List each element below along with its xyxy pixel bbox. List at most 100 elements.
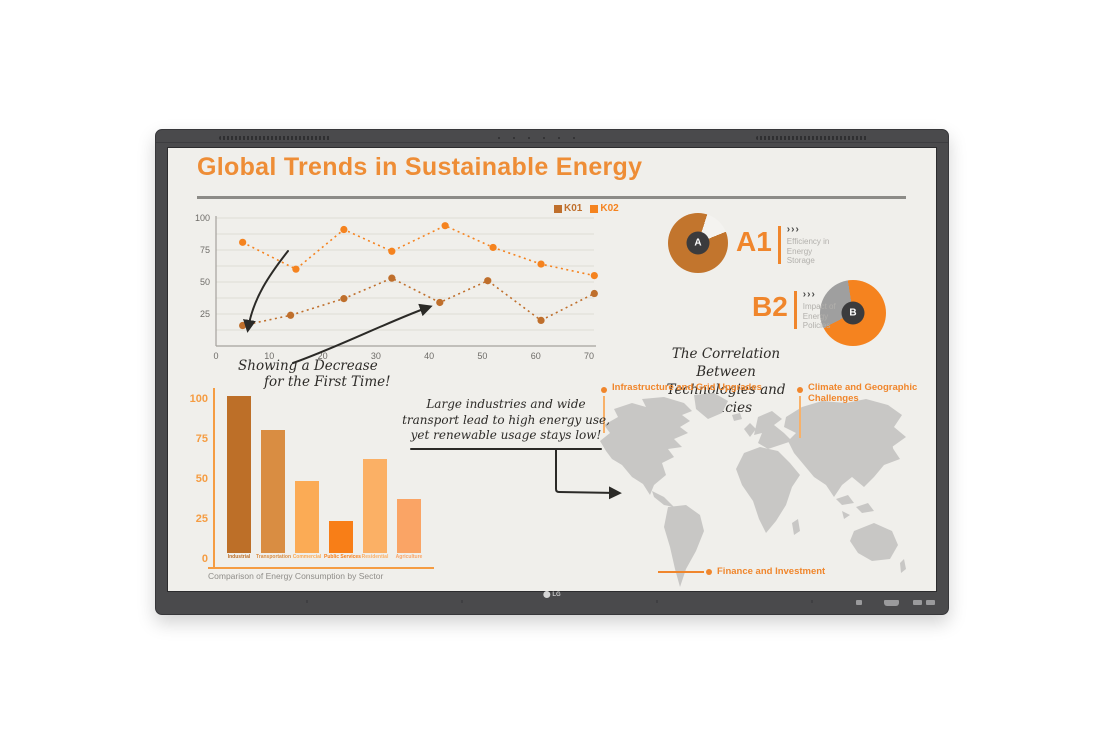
speaker-vent-right-icon — [756, 136, 868, 140]
industry-annotation-line1: Large industries and wide — [426, 397, 586, 411]
bar-chart-y-axis — [213, 388, 215, 569]
map-uk — [744, 423, 756, 437]
bar-transportation — [261, 429, 285, 553]
map-greenland — [694, 393, 728, 419]
bar-agriculture — [397, 499, 421, 553]
bar-x-label: Transportation — [256, 554, 292, 560]
legend-swatch-k01-icon — [554, 204, 562, 213]
correlation-line1: The Correlation Between — [671, 346, 781, 380]
industry-annotation-line2: transport lead to high energy use, — [402, 412, 610, 427]
map-asia — [784, 399, 906, 497]
legend-item-k01: K01 — [554, 203, 582, 214]
map-japan — [886, 443, 894, 457]
stat-a1: A1 ››› Efficiency in Energy Storage — [736, 225, 829, 266]
callout-climate-dot-icon — [797, 387, 803, 393]
stat-b2: B2 ››› Impact of Energy Policies — [752, 290, 836, 331]
stat-b2-desc-line3: Policies — [802, 321, 831, 330]
svg-text:10: 10 — [264, 351, 274, 361]
lg-logo-text: LG — [552, 591, 561, 598]
stat-b2-divider — [793, 291, 797, 329]
map-europe — [754, 411, 792, 449]
pie-chart-b: B — [820, 280, 886, 346]
callout-finance-line — [658, 571, 704, 573]
display-device: Global Trends in Sustainable Energy K01 … — [155, 129, 949, 615]
lg-logo-icon — [543, 591, 551, 598]
world-map — [600, 393, 906, 587]
bezel-seam — [156, 142, 948, 143]
stat-a1-desc-line1: Efficiency in — [786, 237, 830, 246]
bar-x-label: Agriculture — [395, 554, 423, 560]
map-island2 — [856, 503, 874, 513]
sensor-dots-icon — [498, 137, 575, 139]
callout-infrastructure-dot-icon — [601, 387, 607, 393]
stat-b2-description: ››› Impact of Energy Policies — [803, 290, 836, 331]
bar-y-tick: 25 — [195, 513, 208, 525]
svg-text:0: 0 — [213, 351, 218, 361]
hdmi-port-icon — [884, 600, 899, 606]
stat-a1-tag: A1 — [736, 226, 772, 257]
legend-label-k02: K02 — [600, 203, 619, 214]
pie-chart-a: A — [668, 213, 728, 273]
map-australia — [850, 523, 898, 561]
bar-y-tick: 0 — [201, 553, 208, 565]
bar-chart-x-axis — [208, 567, 434, 569]
map-south-america — [664, 505, 704, 587]
pie-b-center-badge: B — [841, 301, 865, 325]
bar-industrial — [227, 395, 251, 553]
svg-text:60: 60 — [531, 351, 541, 361]
svg-text:100: 100 — [195, 213, 210, 223]
bar-public-services — [329, 520, 353, 553]
stat-a1-description: ››› Efficiency in Energy Storage — [787, 225, 830, 266]
legend-item-k02: K02 — [590, 203, 619, 214]
callout-infrastructure-label: Infrastructure and Grid Upgrades — [612, 382, 762, 393]
slide-title: Global Trends in Sustainable Energy — [197, 153, 643, 181]
bar-x-label: Commercial — [292, 554, 322, 560]
svg-text:40: 40 — [424, 351, 434, 361]
callout-climate-line — [799, 396, 801, 438]
map-madagascar — [792, 519, 800, 535]
stat-a1-desc-line2: Energy — [786, 246, 813, 256]
line-chart-legend: K01 K02 — [554, 203, 619, 214]
bar-residential — [363, 459, 387, 553]
title-divider — [197, 196, 906, 199]
svg-text:75: 75 — [200, 245, 210, 255]
stat-b2-tag: B2 — [752, 291, 788, 322]
decrease-annotation-line2: for the First Time! — [264, 374, 391, 390]
chevrons-icon: ››› — [786, 224, 800, 235]
industry-annotation: Large industries and wide transport lead… — [401, 397, 611, 444]
speaker-vent-left-icon — [219, 136, 331, 140]
map-island1 — [836, 495, 854, 505]
bar-y-tick: 50 — [195, 473, 208, 485]
bar-chart: 100 75 50 25 0 Industrial Transportation Comme… — [184, 384, 444, 589]
svg-text:50: 50 — [477, 351, 487, 361]
stat-a1-desc-line3: Storage — [786, 256, 815, 265]
map-island3 — [842, 511, 850, 519]
bar-commercial — [295, 480, 319, 553]
svg-text:50: 50 — [200, 277, 210, 287]
usb-port-icon — [926, 600, 935, 605]
callout-finance-label: Finance and Investment — [717, 566, 826, 577]
bar-chart-caption: Comparison of Energy Consumption by Sect… — [208, 571, 384, 581]
pie-a-center-badge: A — [686, 231, 710, 255]
svg-text:70: 70 — [584, 351, 594, 361]
pie-a-letter: A — [694, 237, 702, 249]
pie-b-letter: B — [849, 307, 857, 319]
usb-port-icon — [913, 600, 922, 605]
map-central-america — [652, 491, 674, 507]
callout-finance-dot-icon — [706, 569, 712, 575]
callout-climate-label: Climate and Geographic Challenges — [808, 382, 918, 404]
bezel-mark — [656, 600, 658, 603]
callout-infrastructure-line — [603, 396, 605, 433]
bezel-mark — [461, 600, 463, 603]
map-new-zealand — [900, 559, 906, 573]
bar-y-tick: 100 — [189, 393, 208, 405]
legend-swatch-k02-icon — [590, 204, 599, 213]
chevrons-icon: ››› — [802, 289, 816, 300]
decrease-annotation-line1: Showing a Decrease — [238, 358, 378, 374]
map-iceland — [732, 413, 742, 421]
stat-b2-desc-line2: Energy — [802, 311, 829, 321]
sd-port-icon — [856, 600, 862, 605]
stat-b2-desc-line1: Impact of — [802, 302, 836, 311]
